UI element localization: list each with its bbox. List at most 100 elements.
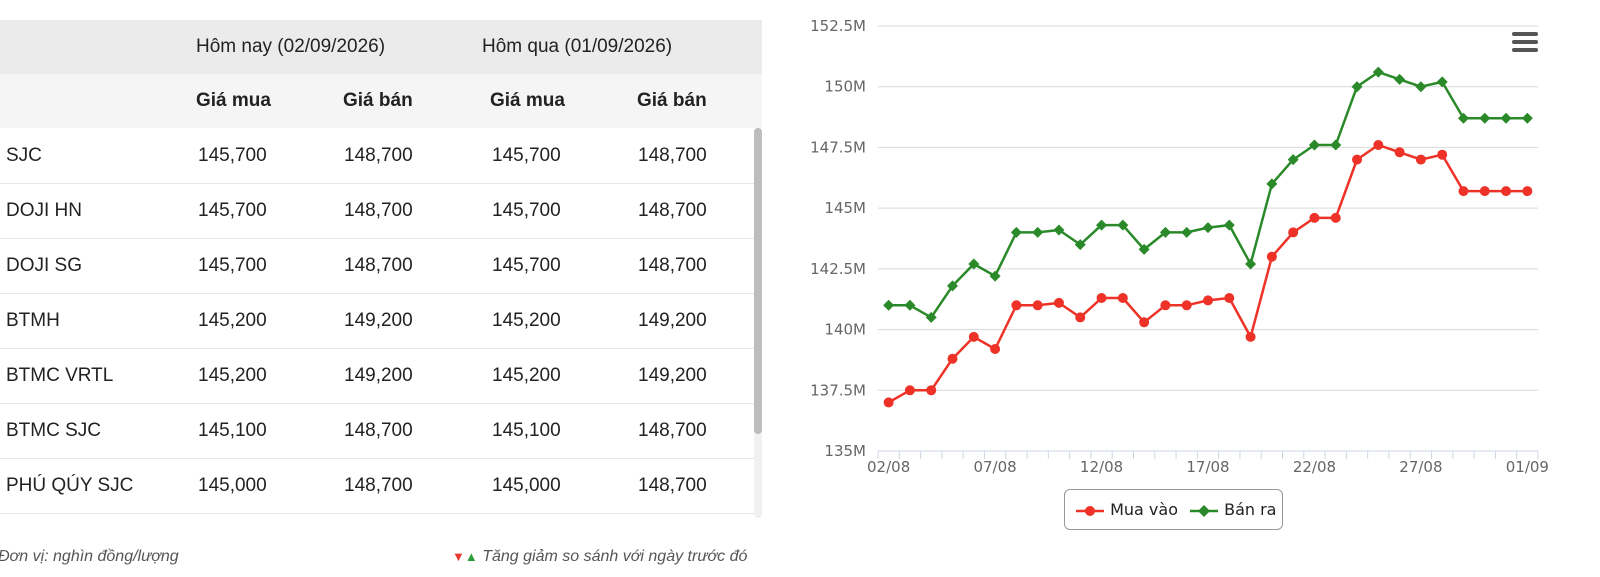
point-buy: [1096, 293, 1107, 303]
up-triangle-icon: ▲: [464, 549, 478, 564]
today-buy-cell: 145,700: [198, 145, 267, 166]
today-sell-cell: 148,700: [344, 145, 413, 166]
x-tick-label: 01/09: [1506, 458, 1549, 476]
table-row: BTMC VRTL 145,200 149,200 145,200 149,20…: [0, 348, 754, 404]
point-buy: [1075, 312, 1086, 323]
y-tick-label: 140M: [824, 321, 866, 339]
point-sell: [1457, 112, 1469, 124]
yesterday-buy-cell: 145,700: [492, 200, 561, 221]
point-buy: [1288, 227, 1299, 238]
yesterday-buy-cell: 145,700: [492, 145, 561, 166]
x-tick-label: 17/08: [1186, 458, 1229, 476]
x-tick-label: 07/08: [973, 458, 1016, 476]
series-line-sell: [888, 70, 1528, 319]
x-tick-label: 27/08: [1399, 458, 1442, 476]
x-tick-label: 02/08: [867, 458, 910, 476]
hamburger-menu-icon[interactable]: [1512, 32, 1538, 54]
point-sell: [883, 299, 895, 311]
table-row: SJC 145,700 148,700 145,700 148,700: [0, 128, 754, 184]
point-buy: [1181, 300, 1192, 311]
point-buy: [1501, 186, 1512, 197]
point-sell: [968, 258, 980, 270]
point-sell: [1287, 154, 1299, 166]
point-sell: [1074, 239, 1086, 251]
point-buy: [947, 353, 958, 364]
table-sub-header: Giá mua Giá bán Giá mua Giá bán: [0, 74, 762, 128]
brand-cell: DOJI SG: [6, 255, 83, 276]
point-buy: [1522, 186, 1533, 197]
today-buy-cell: 145,100: [198, 420, 267, 441]
table-body[interactable]: SJC 145,700 148,700 145,700 148,700 DOJI…: [0, 128, 762, 518]
brand-cell: DOJI HN: [6, 200, 82, 221]
yesterday-sell-cell: 148,700: [638, 200, 707, 221]
point-buy: [1117, 293, 1128, 303]
yesterday-sell-cell: 149,200: [638, 365, 707, 386]
yesterday-buy-cell: 145,700: [492, 255, 561, 276]
y-tick-label: 137.5M: [810, 381, 866, 399]
yesterday-sell-cell: 148,700: [638, 255, 707, 276]
point-sell: [1372, 66, 1384, 78]
legend-label-sell: Bán ra: [1224, 500, 1277, 519]
header-today-buy: Giá mua: [196, 90, 271, 111]
today-sell-cell: 148,700: [344, 200, 413, 221]
table-scrollbar[interactable]: [754, 128, 762, 518]
brand-cell: BTMC SJC: [6, 420, 101, 441]
yesterday-sell-cell: 148,700: [638, 420, 707, 441]
point-buy: [1139, 317, 1150, 328]
point-buy: [1203, 295, 1213, 306]
point-buy: [1160, 300, 1171, 311]
brand-cell: BTMC VRTL: [6, 365, 114, 386]
point-sell: [1500, 112, 1512, 124]
point-sell: [1181, 226, 1193, 238]
unit-note: Đơn vị: nghìn đồng/lượng: [0, 548, 179, 565]
point-buy: [1011, 300, 1022, 311]
point-buy: [1053, 297, 1064, 308]
today-sell-cell: 148,700: [344, 255, 413, 276]
y-tick-label: 135M: [824, 442, 866, 460]
down-triangle-icon: ▼: [452, 549, 465, 564]
today-sell-cell: 149,200: [344, 365, 413, 386]
legend-item-buy[interactable]: Mua vào: [1075, 490, 1178, 529]
yesterday-sell-cell: 148,700: [638, 145, 707, 166]
x-tick-label: 22/08: [1293, 458, 1336, 476]
point-sell: [1096, 219, 1108, 231]
point-buy: [968, 331, 979, 342]
yesterday-sell-cell: 149,200: [638, 310, 707, 331]
y-tick-label: 142.5M: [810, 260, 866, 278]
table-row: PHÚ QÚY SJC 145,000 148,700 145,000 148,…: [0, 458, 754, 514]
point-sell: [1117, 219, 1129, 231]
point-sell: [1202, 222, 1214, 234]
point-buy: [1479, 186, 1490, 197]
point-buy: [1394, 147, 1405, 158]
scrollbar-thumb[interactable]: [754, 128, 762, 434]
point-buy: [883, 397, 894, 408]
y-tick-label: 152.5M: [810, 17, 866, 35]
table-group-header: Hôm nay (02/09/2026) Hôm qua (01/09/2026…: [0, 20, 762, 74]
today-buy-cell: 145,200: [198, 365, 267, 386]
header-yesterday-buy: Giá mua: [490, 90, 565, 111]
legend-label-buy: Mua vào: [1110, 500, 1178, 519]
legend-item-sell[interactable]: Bán ra: [1189, 490, 1276, 529]
point-sell: [1415, 81, 1427, 93]
point-sell: [925, 311, 937, 323]
yesterday-buy-cell: 145,200: [492, 310, 561, 331]
point-sell: [904, 299, 916, 311]
yesterday-buy-cell: 145,200: [492, 365, 561, 386]
table-row: DOJI SG 145,700 148,700 145,700 148,700: [0, 238, 754, 294]
y-tick-label: 145M: [824, 199, 866, 217]
point-sell: [1223, 219, 1235, 231]
yesterday-buy-cell: 145,000: [492, 475, 561, 496]
point-buy: [1032, 300, 1043, 311]
brand-cell: PHÚ QÚY SJC: [6, 475, 134, 496]
point-buy: [926, 385, 937, 396]
table-row: BTMC SJC 145,100 148,700 145,100 148,700: [0, 403, 754, 459]
today-buy-cell: 145,200: [198, 310, 267, 331]
yesterday-buy-cell: 145,100: [492, 420, 561, 441]
today-buy-cell: 145,700: [198, 200, 267, 221]
today-sell-cell: 148,700: [344, 475, 413, 496]
compare-note-text: Tăng giảm so sánh với ngày trước đó: [482, 548, 748, 565]
header-today-sell: Giá bán: [343, 90, 413, 111]
point-sell: [1394, 73, 1406, 85]
today-sell-cell: 148,700: [344, 420, 413, 441]
point-buy: [1245, 331, 1256, 342]
